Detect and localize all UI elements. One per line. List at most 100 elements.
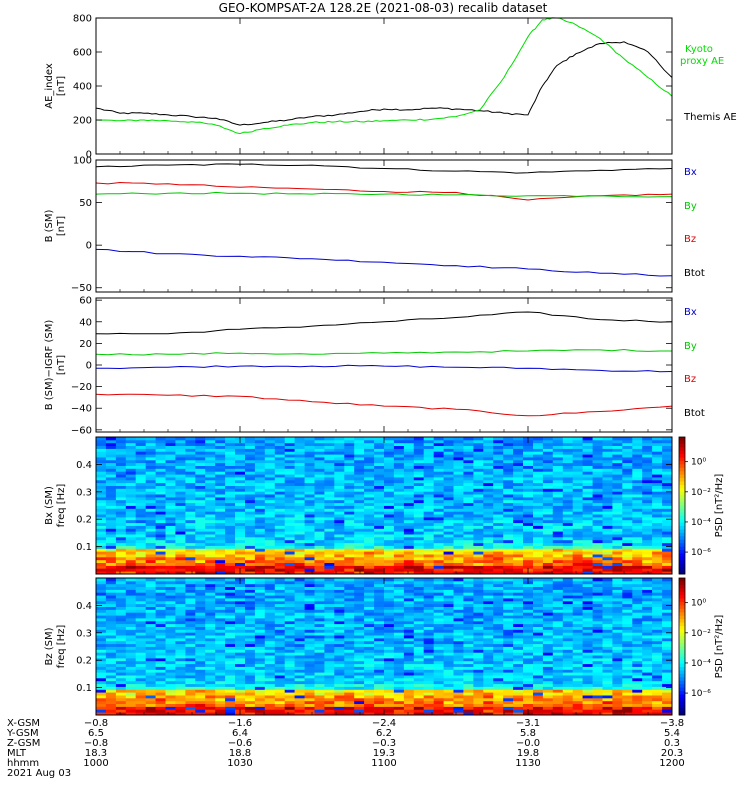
spectrogram-cell [493, 660, 504, 665]
spectrogram-cell [413, 600, 425, 605]
colorbar-segment [679, 471, 685, 476]
spectrogram-cell [165, 445, 176, 449]
spectrogram-cell [215, 598, 226, 602]
spectrogram-cell [493, 496, 504, 501]
spectrogram-cell [235, 640, 246, 645]
spectrogram-cell [215, 663, 226, 667]
spectrogram-cell [254, 448, 266, 452]
y-tick-label: −60 [71, 425, 92, 436]
spectrogram-cell [324, 525, 335, 529]
spectrogram-cell [374, 496, 385, 501]
spectrogram-cell [413, 556, 425, 561]
spectrogram-cell [165, 703, 176, 707]
spectrogram-cell [344, 508, 355, 512]
spectrogram-cell [433, 474, 444, 478]
spectrogram-cell [453, 459, 464, 464]
spectrogram-cell [384, 583, 395, 587]
spectrogram-cell [513, 454, 524, 458]
spectrogram-cell [96, 703, 107, 707]
spectrogram-cell [155, 462, 166, 466]
spectrogram-cell [115, 689, 127, 693]
spectrogram-cell [145, 626, 156, 630]
spectrogram-cell [185, 606, 196, 610]
spectrogram-cell [523, 465, 534, 469]
spectrogram-cell [334, 491, 345, 495]
spectrogram-cell [274, 471, 286, 475]
spectrogram-cell [463, 689, 474, 693]
spectrogram-cell [215, 649, 226, 653]
spectrogram-cell [195, 669, 206, 673]
spectrogram-cell [433, 502, 444, 506]
colorbar-segment [679, 539, 685, 544]
spectrogram-cell [155, 522, 166, 526]
spectrogram-cell [443, 600, 454, 605]
spectrogram-cell [235, 505, 246, 509]
spectrogram-cell [533, 556, 544, 561]
spectrogram-cell [105, 571, 117, 575]
spectrogram-cell [115, 516, 127, 521]
spectrogram-cell [145, 536, 156, 541]
spectrogram-cell [324, 539, 335, 544]
spectrogram-cell [483, 522, 494, 526]
spectrogram-cell [264, 505, 276, 509]
spectrogram-cell [155, 635, 166, 639]
spectrogram-cell [105, 623, 117, 627]
spectrogram-cell [602, 488, 613, 492]
spectrogram-cell [503, 525, 514, 529]
spectrogram-cell [354, 649, 365, 653]
spectrogram-cell [483, 643, 494, 647]
spectrogram-cell [463, 465, 474, 469]
spectrogram-cell [145, 448, 156, 452]
spectrogram-cell [284, 657, 295, 662]
spectrogram-cell [453, 448, 464, 452]
spectrogram-cell [324, 471, 335, 475]
spectrogram-cell [652, 534, 663, 538]
spectrogram-cell [384, 448, 395, 452]
spectrogram-cell [235, 528, 246, 532]
spectrogram-cell [254, 457, 266, 461]
spectrogram-cell [364, 551, 375, 555]
spectrogram-cell [245, 471, 256, 475]
spectrogram-cell [185, 496, 196, 501]
spectrogram-cell [254, 578, 266, 582]
spectrogram-cell [225, 528, 236, 532]
spectrogram-cell [523, 451, 534, 455]
spectrogram-cell [165, 468, 176, 472]
spectrogram-cell [582, 522, 593, 526]
spectrogram-cell [264, 522, 276, 526]
spectrogram-cell [324, 589, 335, 593]
spectrogram-cell [632, 462, 643, 466]
spectrogram-cell [314, 615, 325, 619]
spectrogram-cell [324, 666, 335, 670]
spectrogram-cell [115, 646, 127, 650]
spectrogram-cell [314, 629, 325, 633]
spectrogram-cell [393, 448, 405, 452]
spectrogram-cell [304, 615, 315, 619]
spectrogram-cell [423, 660, 434, 665]
spectrogram-cell [304, 496, 315, 501]
spectrogram-cell [185, 471, 196, 475]
spectrogram-cell [135, 709, 146, 713]
spectrogram-cell [254, 482, 266, 486]
spectrogram-cell [115, 514, 127, 518]
spectrogram-cell [304, 697, 315, 702]
spectrogram-cell [393, 583, 405, 587]
spectrogram-cell [334, 477, 345, 481]
y-tick-label: 0 [86, 361, 92, 372]
spectrogram-cell [314, 556, 325, 561]
spectrogram-cell [403, 502, 415, 506]
spectrogram-cell [135, 683, 146, 687]
spectrogram-cell [443, 534, 454, 538]
spectrogram-cell [145, 672, 156, 676]
spectrogram-cell [125, 536, 137, 541]
spectrogram-cell [274, 689, 286, 693]
spectrogram-cell [125, 496, 137, 501]
spectrogram-cell [354, 499, 365, 504]
spectrogram-cell [334, 637, 345, 642]
spectrogram-cell [493, 445, 504, 449]
spectrogram-cell [642, 479, 653, 484]
spectrogram-cell [483, 598, 494, 602]
spectrogram-cell [443, 586, 454, 590]
spectrogram-cell [304, 629, 315, 633]
spectrogram-cell [115, 589, 127, 593]
